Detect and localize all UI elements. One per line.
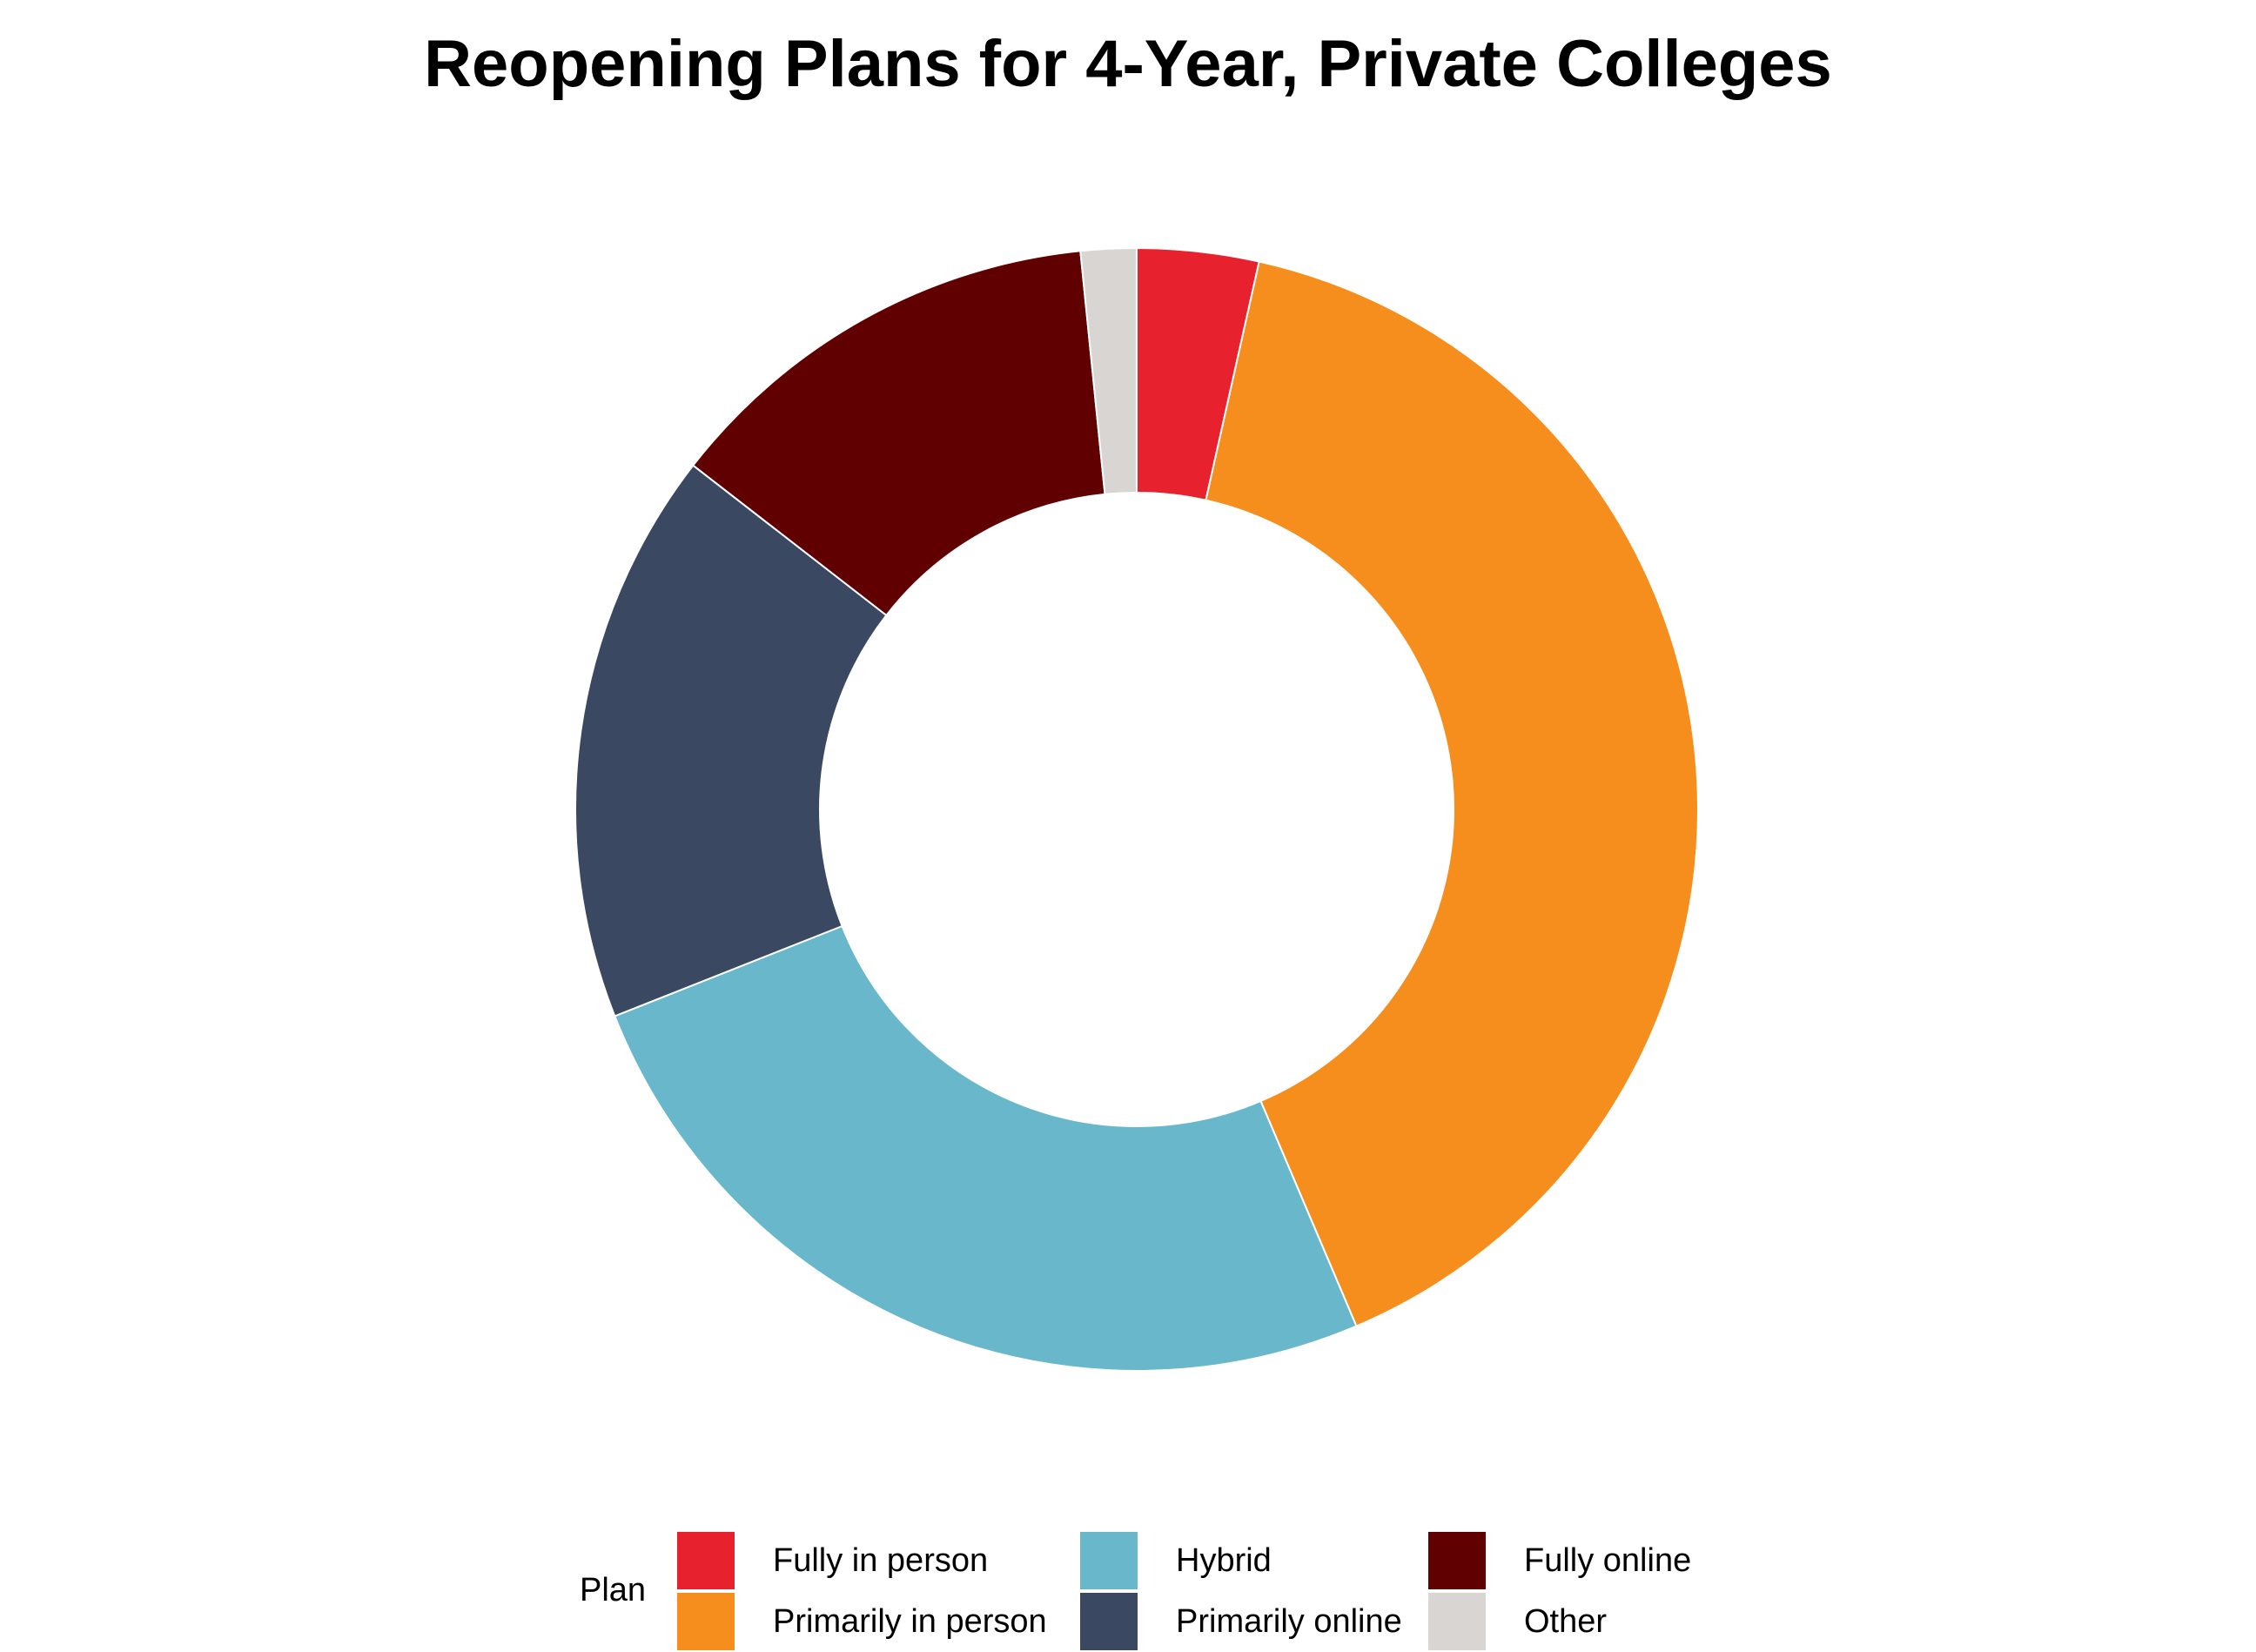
legend-swatch-primarily-in-person bbox=[677, 1593, 735, 1650]
slice-hybrid bbox=[613, 924, 1358, 1372]
legend-swatch-hybrid bbox=[1080, 1532, 1138, 1589]
legend: Plan Fully in person Primarily in person… bbox=[580, 1530, 1711, 1652]
legend-label-fully-online: Fully online bbox=[1524, 1541, 1692, 1579]
legend-swatch-fully-in-person bbox=[677, 1532, 735, 1589]
legend-swatch-fully-online bbox=[1428, 1532, 1486, 1589]
legend-item-hybrid: Hybrid bbox=[1080, 1530, 1272, 1591]
chart-title: Reopening Plans for 4-Year, Private Coll… bbox=[424, 27, 1832, 101]
slice-primarily-in-person bbox=[1205, 260, 1699, 1327]
legend-label-primarily-in-person: Primarily in person bbox=[773, 1602, 1047, 1640]
legend-item-primarily-online: Primarily online bbox=[1080, 1591, 1402, 1652]
legend-item-other: Other bbox=[1428, 1591, 1607, 1652]
legend-label-fully-in-person: Fully in person bbox=[773, 1541, 989, 1579]
legend-label-primarily-online: Primarily online bbox=[1176, 1602, 1402, 1640]
slice-other bbox=[1079, 246, 1138, 495]
legend-swatch-primarily-online bbox=[1080, 1593, 1138, 1650]
legend-swatch-other bbox=[1428, 1593, 1486, 1650]
legend-item-fully-online: Fully online bbox=[1428, 1530, 1691, 1591]
legend-label-hybrid: Hybrid bbox=[1176, 1541, 1272, 1579]
legend-label-other: Other bbox=[1524, 1602, 1608, 1640]
slice-fully-online bbox=[691, 250, 1106, 617]
legend-title: Plan bbox=[580, 1572, 647, 1608]
legend-item-fully-in-person: Fully in person bbox=[677, 1530, 988, 1591]
slice-primarily-online bbox=[574, 464, 888, 1017]
legend-item-primarily-in-person: Primarily in person bbox=[677, 1591, 1047, 1652]
